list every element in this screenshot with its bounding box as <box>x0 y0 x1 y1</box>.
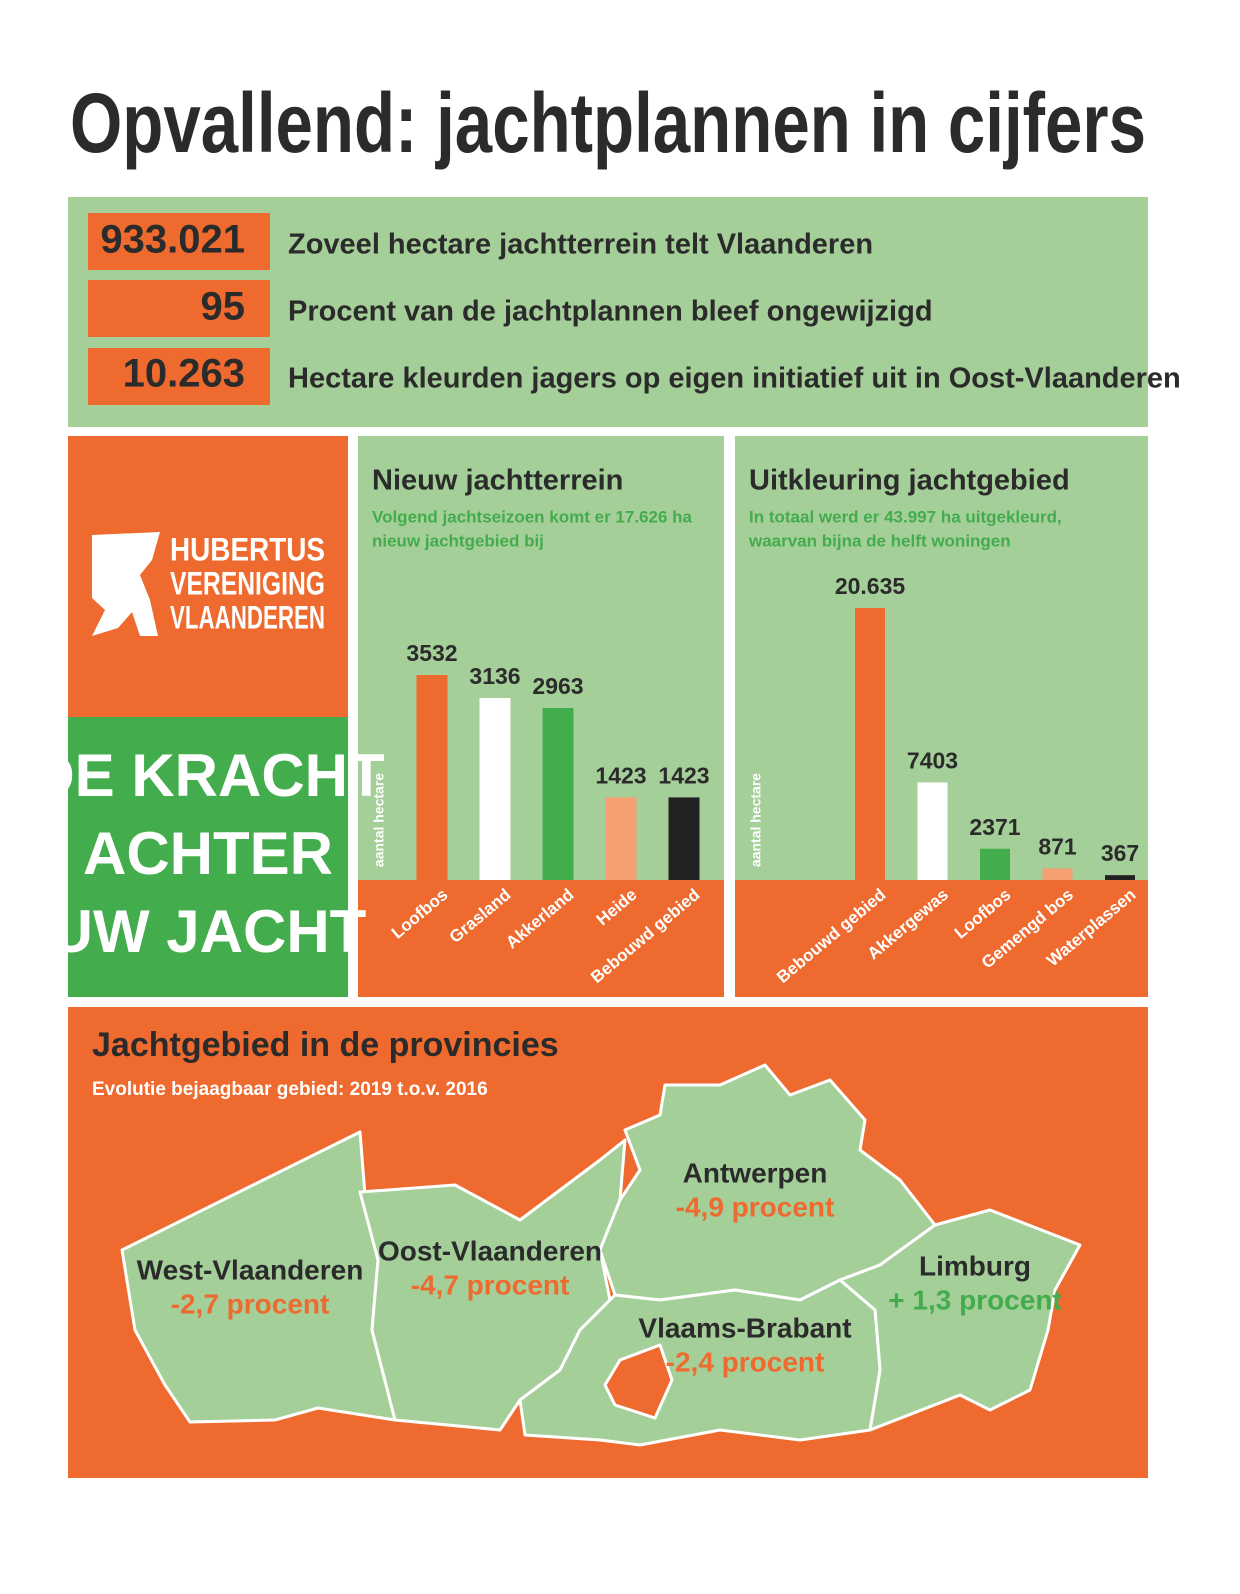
stat-text: Zoveel hectare jachtterrein telt Vlaande… <box>288 229 873 261</box>
slogan-text: UW JACHT <box>50 898 367 965</box>
brussels-shape <box>603 1343 674 1420</box>
province-name: Limburg <box>919 1250 1031 1281</box>
value-label: 1423 <box>595 762 646 788</box>
value-label: 1423 <box>658 762 709 788</box>
slogan-text: DE KRACHT <box>31 742 384 809</box>
stat-box <box>88 280 270 337</box>
page-title: Opvallend: jachtplannen in cijfers <box>70 76 1146 170</box>
province-change: -4,7 procent <box>411 1269 570 1300</box>
logo-text: VLAANDEREN <box>170 599 325 635</box>
province-change: -2,7 procent <box>171 1288 330 1319</box>
value-label: 3136 <box>469 663 520 689</box>
logo-text: VERENIGING <box>170 565 325 601</box>
bar <box>605 797 637 880</box>
value-label: 871 <box>1038 834 1077 860</box>
province-change: -4,9 procent <box>676 1191 835 1222</box>
bar <box>917 782 948 880</box>
chart-subtitle: In totaal werd er 43.997 ha uitgekleurd, <box>749 507 1062 526</box>
slogan-panel <box>68 717 348 997</box>
value-label: 2963 <box>532 673 583 699</box>
chart-title: Uitkleuring jachtgebied <box>749 465 1070 497</box>
stat-number: 95 <box>201 285 246 329</box>
logo-text: HUBERTUS <box>170 531 325 567</box>
stat-number: 10.263 <box>123 352 245 396</box>
value-label: 7403 <box>907 747 958 773</box>
bar <box>668 797 700 880</box>
map-title: Jachtgebied in de provincies <box>92 1026 559 1064</box>
logo-deer <box>92 532 160 636</box>
chart-title: Nieuw jachtterrein <box>372 465 623 497</box>
province-change: + 1,3 procent <box>888 1284 1062 1315</box>
bar <box>1105 875 1135 880</box>
stat-text: Hectare kleurden jagers op eigen initiat… <box>288 363 1181 395</box>
map <box>120 1063 1082 1447</box>
province-shape <box>120 1130 397 1424</box>
category-strip <box>358 880 724 997</box>
province-shape <box>518 1278 882 1447</box>
y-axis-label: aantal hectare <box>748 773 764 867</box>
value-label: 20.635 <box>835 573 906 599</box>
province-name: Antwerpen <box>683 1157 828 1188</box>
stat-text: Procent van de jachtplannen bleef ongewi… <box>288 296 933 328</box>
chart-subtitle: nieuw jachtgebied bij <box>372 531 544 550</box>
stat-box <box>88 213 270 270</box>
stat-box <box>88 348 270 405</box>
value-label: 3532 <box>406 640 457 666</box>
y-axis-label: aantal hectare <box>371 773 387 867</box>
bar <box>980 848 1010 880</box>
bar <box>542 708 574 880</box>
province-name: Oost-Vlaanderen <box>378 1235 602 1266</box>
slogan-text: ACHTER <box>83 820 333 887</box>
category-strip <box>735 880 1148 997</box>
province-name: Vlaams-Brabant <box>638 1312 851 1343</box>
bar <box>855 608 885 880</box>
chart-subtitle: waarvan bijna de helft woningen <box>748 531 1011 550</box>
bar <box>479 697 511 880</box>
bar <box>1042 868 1073 880</box>
province-name: West-Vlaanderen <box>137 1254 364 1285</box>
bar <box>416 675 448 880</box>
value-label: 2371 <box>969 814 1020 840</box>
logo-mark <box>92 532 160 636</box>
chart-subtitle: Volgend jachtseizoen komt er 17.626 ha <box>372 507 693 526</box>
map-subtitle: Evolutie bejaagbaar gebied: 2019 t.o.v. … <box>92 1079 488 1100</box>
province-change: -2,4 procent <box>666 1346 825 1377</box>
value-label: 367 <box>1101 840 1139 866</box>
stat-number: 933.021 <box>100 218 245 262</box>
